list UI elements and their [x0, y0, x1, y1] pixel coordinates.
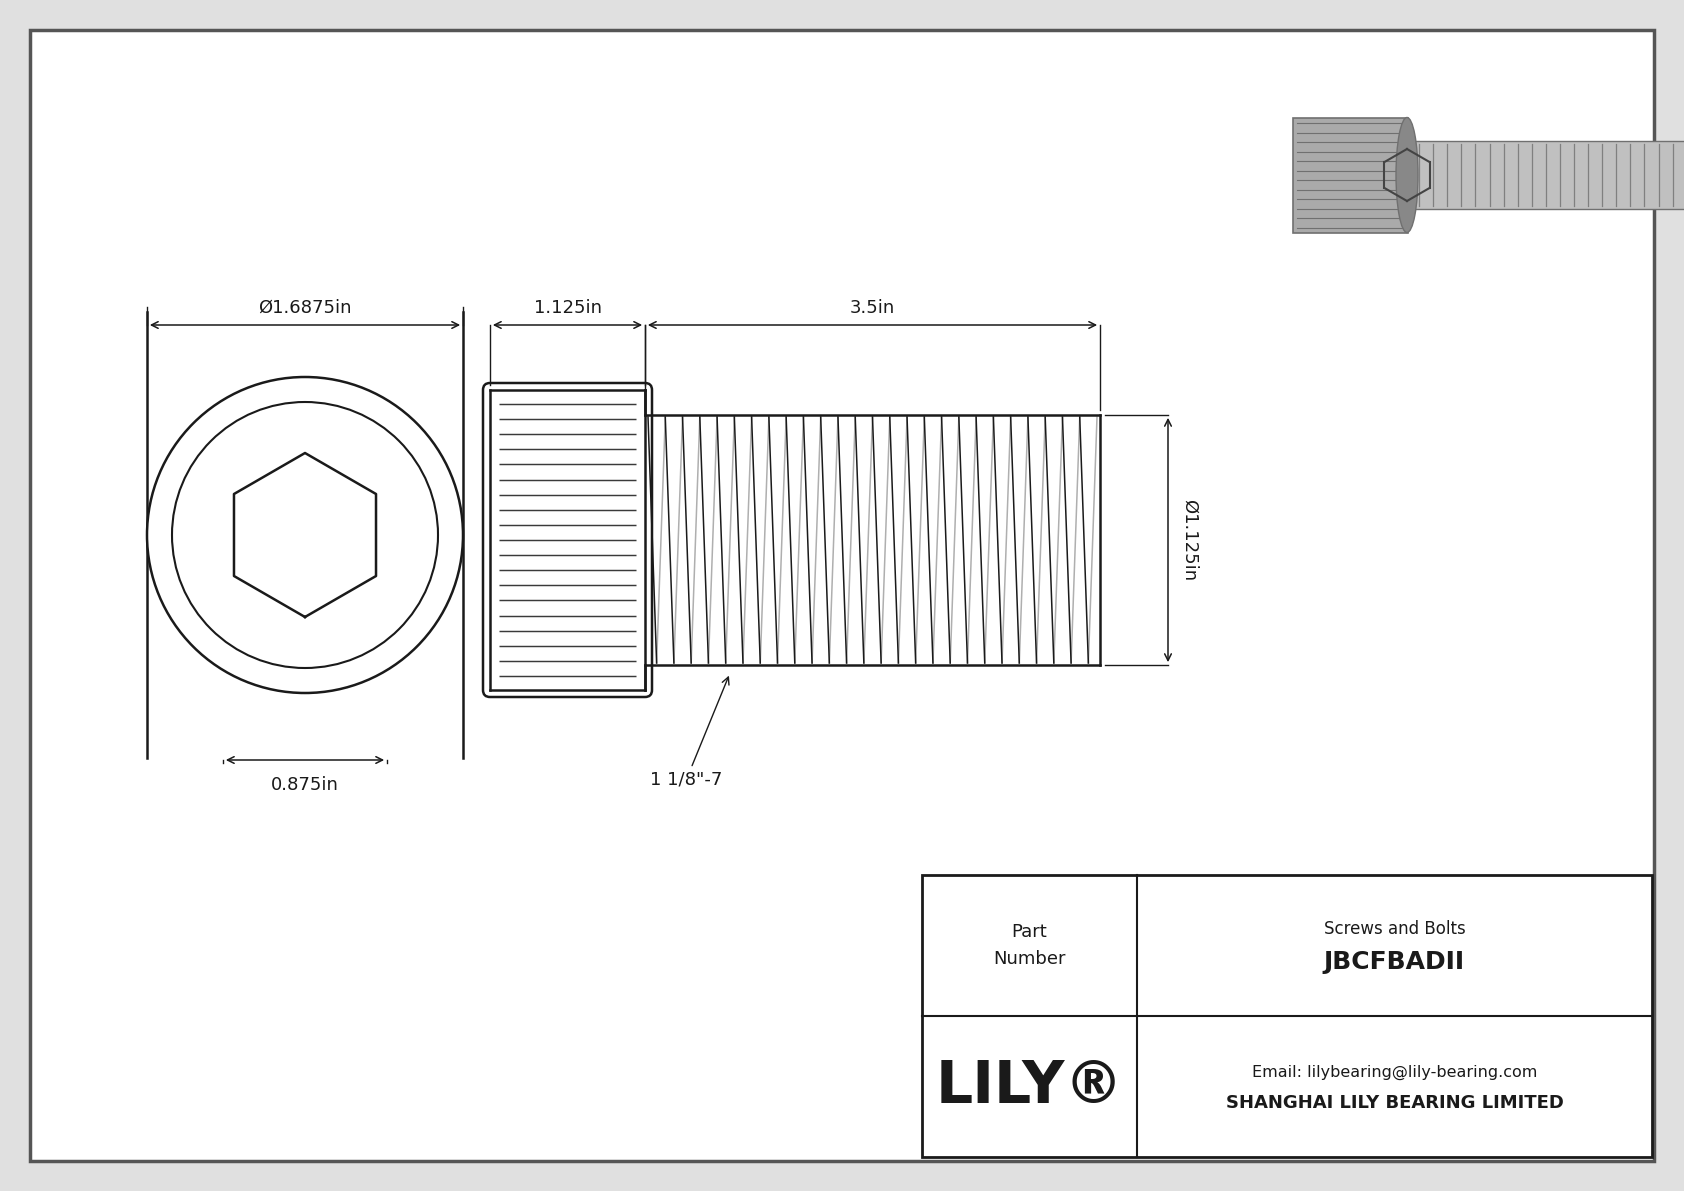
Bar — [923, 875, 1652, 1156]
FancyBboxPatch shape — [483, 384, 652, 697]
Text: 1.125in: 1.125in — [534, 299, 601, 317]
Text: Ø1.125in: Ø1.125in — [1180, 499, 1197, 581]
Text: JBCFBADII: JBCFBADII — [1324, 949, 1465, 973]
Text: 0.875in: 0.875in — [271, 777, 338, 794]
Text: 1 1/8"-7: 1 1/8"-7 — [650, 676, 729, 788]
Text: Part
Number: Part Number — [994, 923, 1066, 968]
Text: Ø1.6875in: Ø1.6875in — [258, 299, 352, 317]
Bar — [1398, 141, 1684, 208]
Text: SHANGHAI LILY BEARING LIMITED: SHANGHAI LILY BEARING LIMITED — [1226, 1093, 1563, 1111]
Text: LILY®: LILY® — [936, 1058, 1123, 1115]
Text: 3.5in: 3.5in — [850, 299, 896, 317]
Ellipse shape — [147, 378, 463, 693]
Text: Email: lilybearing@lily-bearing.com: Email: lilybearing@lily-bearing.com — [1251, 1065, 1537, 1080]
Bar — [1293, 118, 1408, 233]
Ellipse shape — [1396, 118, 1418, 232]
Text: Screws and Bolts: Screws and Bolts — [1324, 921, 1465, 939]
